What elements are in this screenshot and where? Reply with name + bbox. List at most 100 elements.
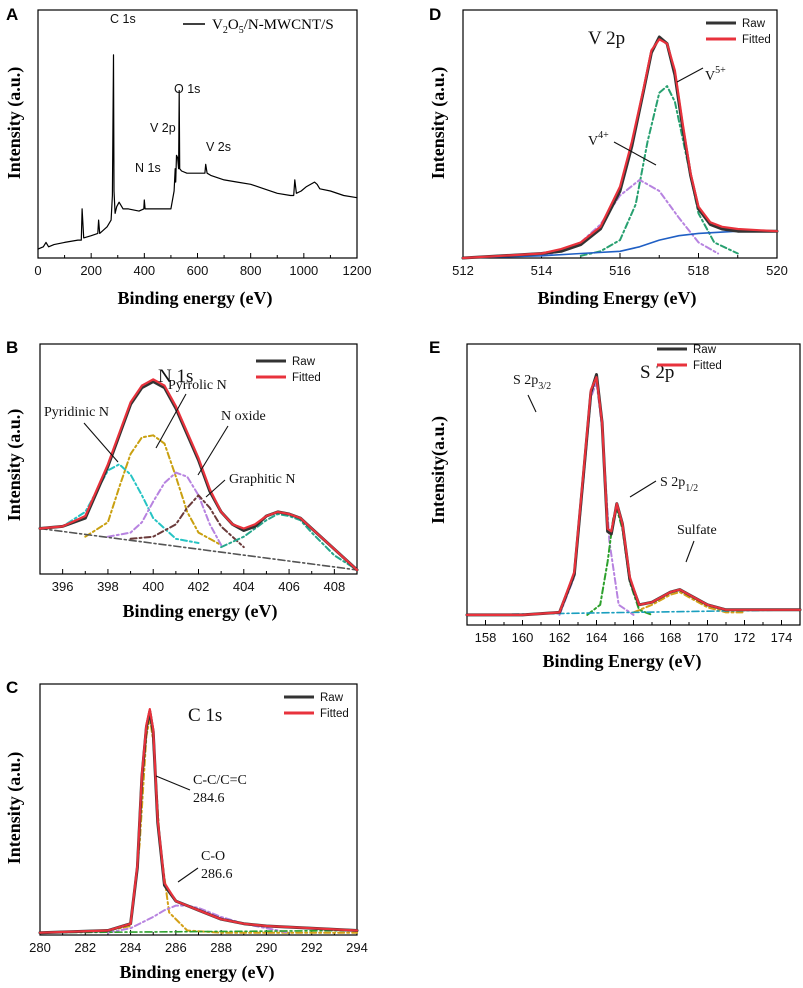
panel-c-annot-cc-value: 284.6 — [193, 791, 225, 806]
panel-b-xlabel: Binding energy (eV) — [123, 601, 278, 622]
panel-a-plot: 0 200 400 600 800 1000 1200 — [34, 9, 372, 278]
x-tick-label: 160 — [512, 630, 534, 645]
panel-d-arrow-v5 — [676, 67, 704, 83]
x-tick-label: 398 — [97, 579, 119, 594]
series-n-oxide — [106, 471, 223, 546]
panel-e-legend-fitted: Fitted — [693, 360, 722, 372]
x-tick-label: 402 — [188, 579, 210, 594]
series-fitted — [465, 376, 802, 616]
panel-b-arrow-pyridinic — [83, 422, 119, 463]
panel-letter-a: A — [6, 5, 18, 24]
panel-d-legend-fitted: Fitted — [742, 34, 771, 46]
panel-c-xlabel: Binding energy (eV) — [120, 962, 275, 983]
x-tick-label: 0 — [34, 263, 41, 278]
panel-b: B Intensity (a.u.) Binding energy (eV) 3… — [4, 338, 359, 622]
panel-c-annot-co-value: 286.6 — [201, 867, 233, 882]
series-v2o5-n-mwcnt-s — [37, 54, 358, 250]
panel-c-annot-arrows — [155, 775, 199, 883]
panel-d-arrow-v4 — [613, 141, 657, 166]
panel-a-xlabel: Binding energy (eV) — [118, 288, 273, 309]
x-tick-label: 400 — [142, 579, 164, 594]
series-c-c-c-c — [39, 717, 358, 934]
panel-d-legend-raw: Raw — [742, 18, 766, 30]
panel-a-label-v2p: V 2p — [150, 121, 176, 135]
panel-e-arrow-s2p32 — [527, 394, 537, 413]
panel-letter-c: C — [6, 678, 18, 697]
series-background — [462, 230, 778, 259]
x-tick-label: 280 — [29, 940, 51, 955]
panel-b-annot-graphitic: Graphitic N — [229, 472, 295, 487]
panel-b-plot: 396 398 400 402 404 406 408 — [38, 343, 359, 594]
panel-e-arrow-sulfate — [685, 540, 695, 563]
series-fitted — [38, 378, 359, 571]
x-tick-label: 400 — [133, 263, 155, 278]
panel-e-xlabel: Binding Energy (eV) — [542, 651, 701, 672]
x-tick-label: 174 — [771, 630, 793, 645]
panel-c-arrow-cc — [155, 775, 191, 791]
panel-b-annot-noxide: N oxide — [221, 409, 266, 424]
panel-letter-e: E — [429, 338, 440, 357]
panel-b-title: N 1s — [158, 366, 193, 387]
panel-d-legend: Raw Fitted — [706, 18, 771, 46]
x-tick-label: 164 — [586, 630, 608, 645]
x-tick-label: 286 — [165, 940, 187, 955]
x-tick-label: 172 — [734, 630, 756, 645]
x-tick-label: 408 — [324, 579, 346, 594]
panel-e-plot: 158 160 162 164 166 168 170 172 174 — [465, 343, 802, 645]
series-s-2p1-2 — [586, 507, 653, 616]
panel-d-ylabel: Intensity (a.u.) — [428, 67, 449, 180]
panel-b-annot-pyrrolic: Pyrrolic N — [168, 378, 227, 393]
panel-letter-b: B — [6, 338, 18, 357]
series-pyridinic-n — [39, 463, 200, 544]
panel-e-annot-s2p12: S 2p1/2 — [660, 475, 698, 494]
x-tick-label: 162 — [549, 630, 571, 645]
x-tick-label: 404 — [233, 579, 255, 594]
panel-c-legend: Raw Fitted — [284, 692, 349, 720]
series-pyrrolic-n — [84, 434, 223, 546]
panel-b-ylabel: Intensity (a.u.) — [4, 409, 25, 522]
panel-d: D Intensity (a.u.) Binding Energy (eV) 5… — [428, 5, 788, 309]
series-graphitic-n — [129, 494, 245, 549]
panel-e-arrow-s2p12 — [629, 480, 657, 498]
panel-c: C Intensity (a.u.) Binding energy (eV) 2… — [4, 678, 368, 983]
panel-a-frame — [37, 9, 358, 259]
x-tick-label: 200 — [80, 263, 102, 278]
panel-c-annot-co-label: C-O — [201, 849, 225, 864]
x-tick-label: 800 — [240, 263, 262, 278]
panel-d-title: V 2p — [588, 28, 625, 49]
series-satellite — [220, 513, 358, 571]
panel-d-annot-v5: V5+ — [705, 65, 726, 84]
series-raw — [38, 709, 359, 935]
panel-a-legend-label: V2O5/N-MWCNT/S — [212, 17, 334, 36]
x-tick-label: 520 — [766, 263, 788, 278]
panel-b-arrow-pyrrolic — [155, 393, 187, 449]
panel-a-label-o1s: O 1s — [174, 82, 200, 96]
panel-e-legend-raw: Raw — [693, 344, 717, 356]
x-tick-label: 158 — [475, 630, 497, 645]
panel-a-label-c1s: C 1s — [110, 12, 136, 26]
panel-a-ylabel: Intensity (a.u.) — [4, 67, 25, 180]
panel-c-arrow-co — [177, 867, 199, 883]
panel-b-legend-fitted: Fitted — [292, 372, 321, 384]
x-tick-label: 396 — [52, 579, 74, 594]
x-tick-label: 406 — [278, 579, 300, 594]
panel-c-annot-cc-label: C-C/C=C — [193, 773, 247, 788]
x-tick-label: 284 — [120, 940, 142, 955]
series-v5- — [579, 85, 739, 257]
x-tick-label: 170 — [697, 630, 719, 645]
panel-c-legend-fitted: Fitted — [320, 708, 349, 720]
panel-a: A Intensity (a.u.) Binding energy (eV) 0… — [4, 5, 371, 309]
panel-b-legend: Raw Fitted — [256, 356, 321, 384]
panel-b-annot-pyridinic: Pyridinic N — [44, 405, 109, 420]
panel-letter-d: D — [429, 5, 441, 24]
panel-b-arrow-noxide — [197, 425, 229, 476]
x-tick-label: 1200 — [343, 263, 372, 278]
panel-e-annot-sulfate: Sulfate — [677, 523, 717, 538]
x-tick-label: 288 — [210, 940, 232, 955]
panel-d-annot-arrows — [613, 67, 704, 166]
panel-d-annot-v4: V4+ — [588, 130, 609, 149]
panel-c-title: C 1s — [188, 705, 222, 726]
series-raw — [461, 35, 779, 260]
